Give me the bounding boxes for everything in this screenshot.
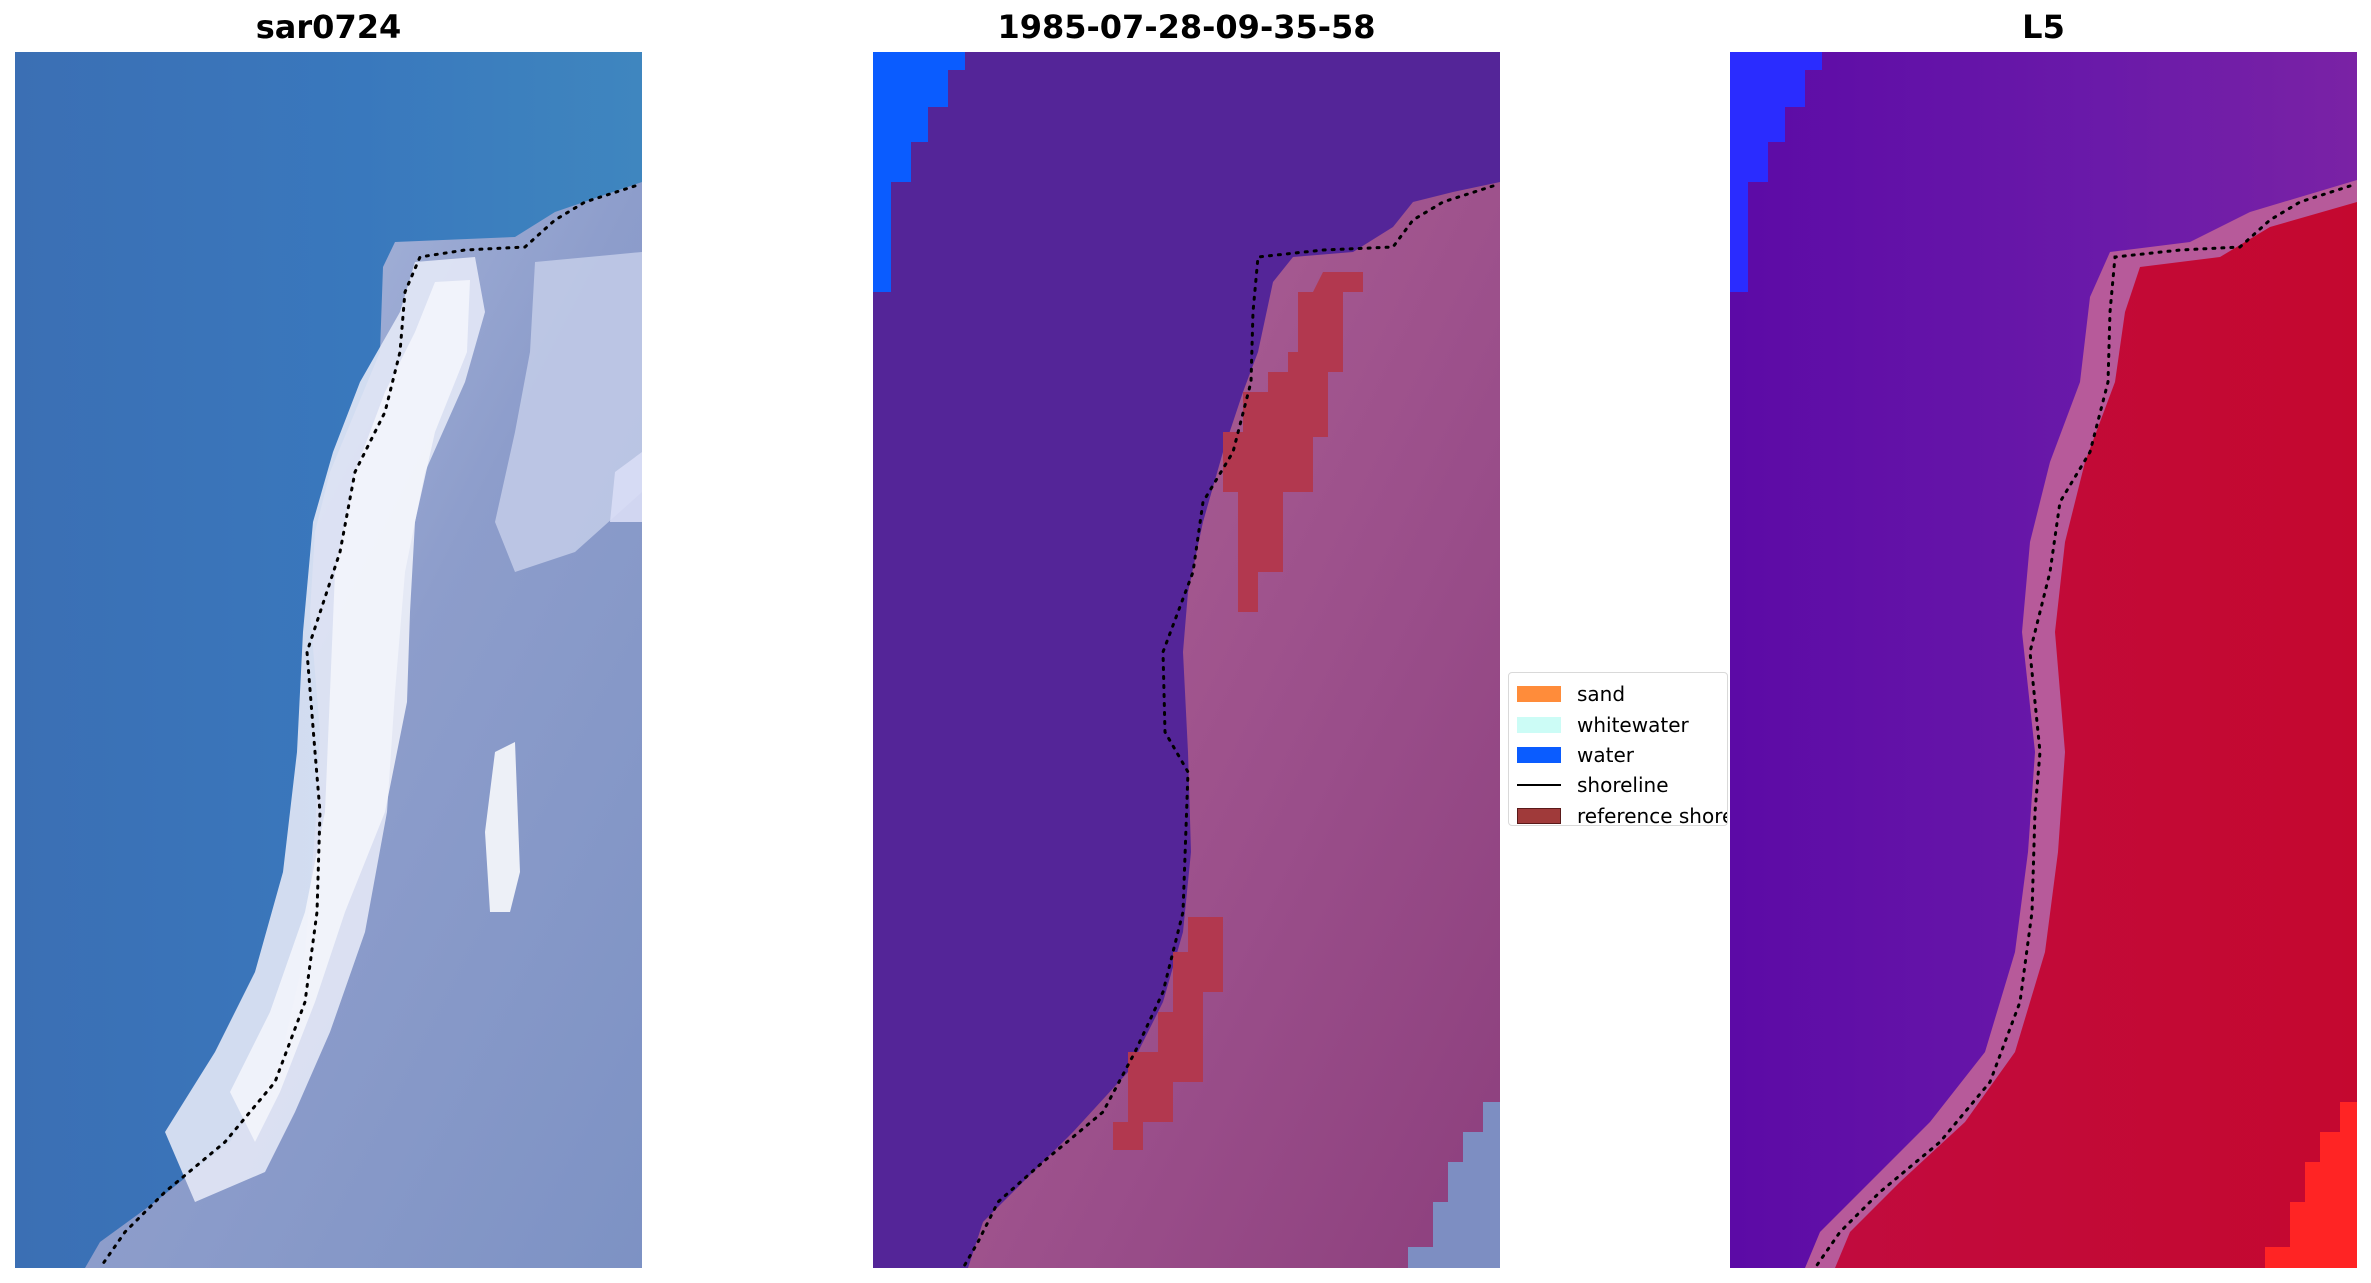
class-water-mask-top — [873, 52, 965, 292]
legend-label: reference shoreline — [1577, 803, 1727, 826]
legend-swatch-sand — [1517, 686, 1561, 703]
legend-label: sand — [1577, 682, 1626, 707]
shoreline-dotted — [1813, 184, 2352, 1268]
legend-line-shoreline — [1517, 784, 1561, 787]
legend-item-reference-shoreline: reference shoreline — [1517, 801, 1727, 826]
legend-item-sand: sand — [1517, 679, 1727, 709]
legend-swatch-water — [1517, 746, 1561, 763]
shoreline-dotted — [98, 184, 637, 1268]
legend-label: water — [1577, 742, 1634, 767]
panel-title-classification: 1985-07-28-09-35-58 — [997, 8, 1376, 46]
class-reference-shoreline — [1223, 272, 1363, 612]
panel-title-index: L5 — [2022, 8, 2065, 46]
legend: sand whitewater water shoreline referenc… — [1508, 672, 1728, 826]
legend-label: shoreline — [1577, 773, 1669, 798]
legend-swatch-whitewater — [1517, 716, 1561, 733]
index-land-area — [1835, 202, 2357, 1268]
legend-swatch-reference-shoreline — [1517, 807, 1561, 824]
index-image — [1730, 52, 2357, 1268]
panel-title-rgb: sar0724 — [255, 8, 402, 46]
legend-item-whitewater: whitewater — [1517, 709, 1727, 739]
legend-item-shoreline: shoreline — [1517, 770, 1727, 800]
index-mask-top — [1730, 52, 1822, 292]
classification-image — [873, 52, 1500, 1268]
classification-panel — [873, 52, 1500, 1268]
class-land-area — [968, 182, 1500, 1268]
rgb-image-panel — [15, 52, 642, 1268]
index-image-panel — [1730, 52, 2357, 1268]
legend-item-water: water — [1517, 740, 1727, 770]
legend-label: whitewater — [1577, 712, 1689, 737]
shoreline-dotted — [961, 184, 1495, 1268]
rgb-image — [15, 52, 642, 1268]
index-bright-corner — [2265, 1102, 2357, 1268]
